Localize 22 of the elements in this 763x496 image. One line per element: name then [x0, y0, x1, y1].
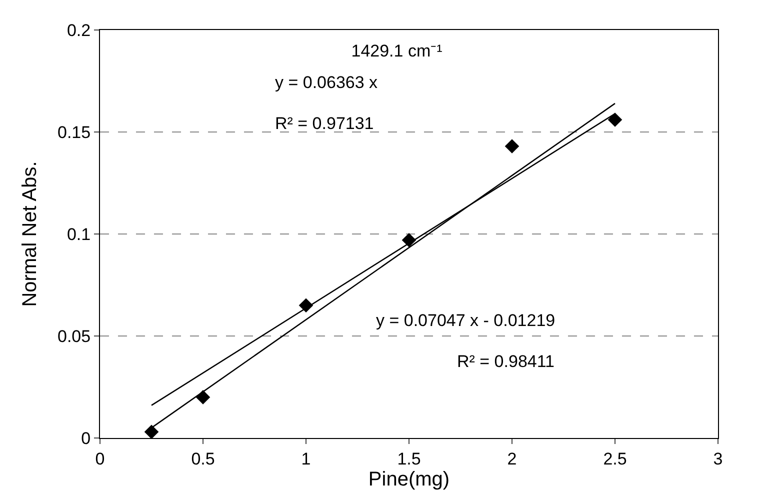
x-tick-label: 3	[713, 449, 723, 468]
x-tick-label: 1	[301, 449, 311, 468]
annotation: R² = 0.98411	[457, 352, 555, 371]
x-tick-label: 0	[95, 449, 105, 468]
annotation: R² = 0.97131	[275, 114, 374, 133]
point	[144, 424, 159, 438]
x-axis-title: Pine(mg)	[368, 468, 450, 490]
annotation: y = 0.06363 x	[275, 73, 378, 92]
y-tick-label: 0.15	[58, 122, 91, 142]
point	[504, 139, 520, 154]
text: 1429.1 cm⁻¹	[351, 42, 443, 61]
y-tick-label: 0.05	[58, 326, 91, 346]
annotation: y = 0.07047 x - 0.01219	[376, 311, 556, 330]
y-tick-label: 0	[81, 428, 91, 448]
point	[608, 112, 622, 127]
y-tick-label: 0.2	[66, 20, 91, 40]
y-tick-label: 0.1	[66, 224, 91, 244]
y-axis-title: Normal Net Abs.	[19, 161, 42, 307]
x-tick-label: 2.5	[603, 449, 627, 468]
x-tick-label: 0.5	[191, 449, 215, 468]
x-tick-label: 1.5	[397, 449, 421, 468]
x-tick-label: 2	[507, 449, 517, 468]
